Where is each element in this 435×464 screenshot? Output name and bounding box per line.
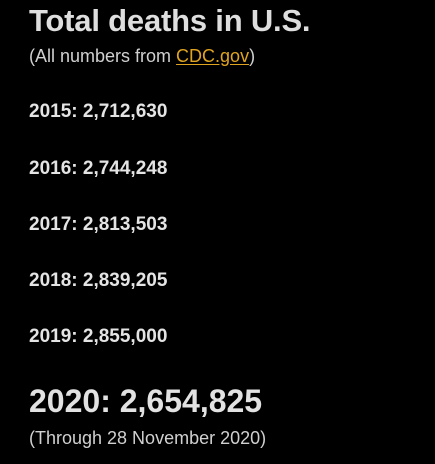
year-2020-note: (Through 28 November 2020) [29,428,266,449]
page-title: Total deaths in U.S. [29,3,310,39]
year-2018-row: 2018: 2,839,205 [29,270,167,292]
year-2017-row: 2017: 2,813,503 [29,214,167,236]
source-suffix: ) [249,46,255,66]
source-prefix: (All numbers from [29,46,176,66]
year-2019-row: 2019: 2,855,000 [29,326,167,348]
source-note: (All numbers from CDC.gov) [29,46,255,67]
year-2020-highlight: 2020: 2,654,825 [29,383,262,420]
year-2015-row: 2015: 2,712,630 [29,101,167,123]
year-2016-row: 2016: 2,744,248 [29,158,167,180]
cdc-link[interactable]: CDC.gov [176,46,249,66]
